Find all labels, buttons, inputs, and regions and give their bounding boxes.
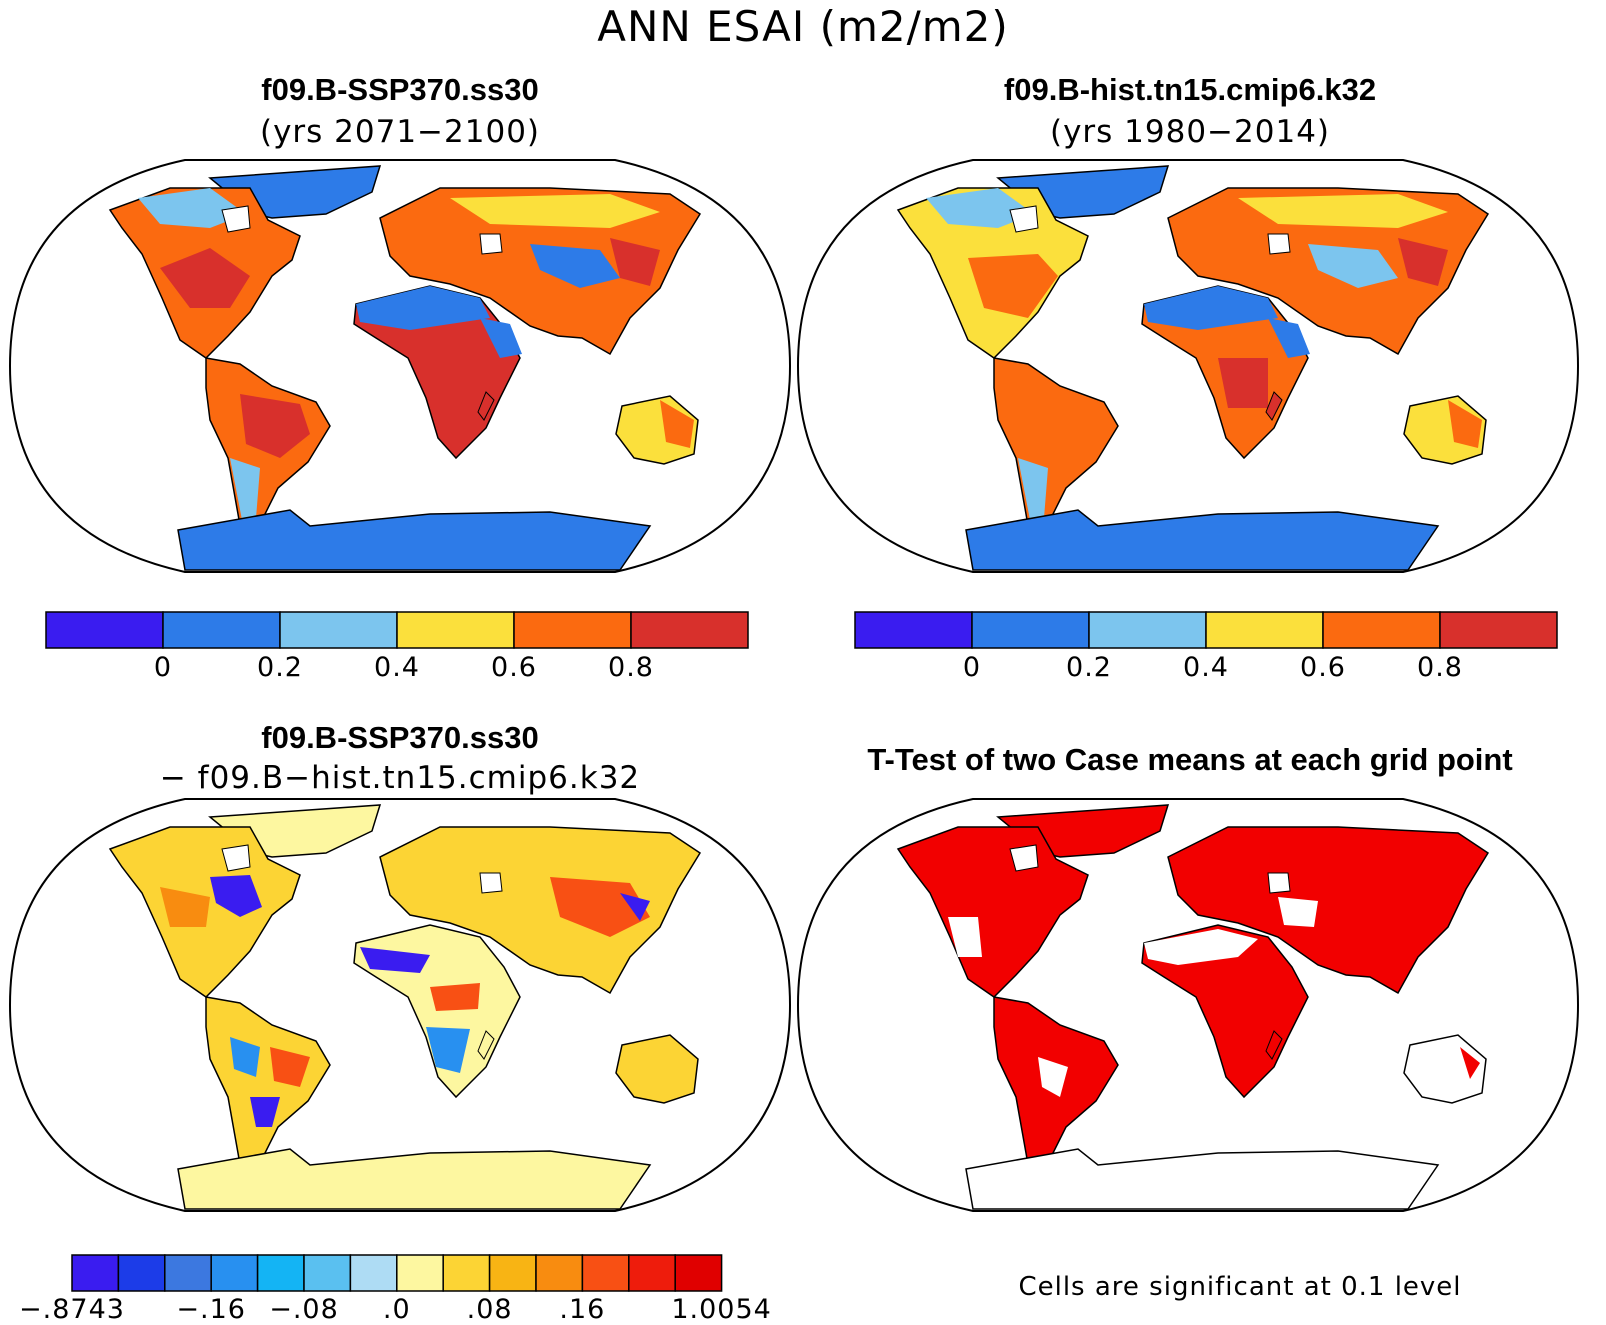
colorbar-swatch — [45, 611, 164, 649]
panel-title-top-left: f09.B-SSP370.ss30 — [261, 72, 539, 107]
colorbar-swatch — [396, 1254, 444, 1292]
colorbar-swatch — [488, 1254, 537, 1292]
colorbar-tick-label: .08 — [466, 1294, 513, 1325]
colorbar-swatch — [854, 611, 973, 649]
colorbar-tick-label: 0.8 — [608, 652, 654, 683]
colorbar-swatch — [117, 1254, 166, 1292]
eurasia — [379, 826, 702, 995]
colorbar-tick-label: 0.4 — [374, 652, 420, 683]
colorbar-tick-label: 0.8 — [1417, 652, 1463, 683]
colorbar-swatch — [1205, 611, 1324, 649]
colorbar-swatch — [581, 1254, 630, 1292]
colorbar-tick-label: 0.6 — [1300, 652, 1346, 683]
colorbar-swatch — [162, 611, 281, 649]
colorbar-tick-label: 0.2 — [1066, 652, 1112, 683]
colorbar-difference — [71, 1254, 723, 1292]
antarctica — [177, 509, 652, 571]
africa — [353, 285, 521, 460]
colorbar-swatch — [1439, 611, 1558, 649]
colorbar-swatch — [279, 611, 398, 649]
panel-title-bottom-right: T-Test of two Case means at each grid po… — [867, 742, 1513, 777]
panel-subtitle-bottom-left: − f09.B−hist.tn15.cmip6.k32 — [159, 760, 641, 796]
map-top-left — [8, 159, 792, 573]
colorbar-tick-label: 0.4 — [1183, 652, 1229, 683]
colorbar-swatch — [628, 1254, 676, 1292]
panel-title-bottom-left: f09.B-SSP370.ss30 — [261, 720, 539, 755]
figure-title: ANN ESAI (m2/m2) — [597, 2, 1009, 51]
colorbar-tick-label: 1.0054 — [671, 1294, 772, 1325]
colorbar-swatch — [210, 1254, 259, 1292]
colorbar-swatch — [349, 1254, 398, 1292]
colorbar-swatch — [303, 1254, 352, 1292]
antarctica — [965, 1148, 1440, 1210]
colorbar-tick-label: −.16 — [176, 1294, 246, 1325]
colorbar-swatch — [71, 1254, 120, 1292]
map-top-right — [796, 159, 1580, 573]
panel-subtitle-top-right: (yrs 1980−2014) — [1049, 114, 1331, 150]
africa — [1141, 924, 1309, 1099]
colorbar-tick-label: 0 — [962, 652, 982, 683]
colorbar-tick-label: .16 — [559, 1294, 606, 1325]
colorbar-top-left — [45, 611, 749, 649]
colorbar-tick-label: 0.2 — [257, 652, 303, 683]
eurasia — [379, 187, 702, 356]
colorbar-swatch — [971, 611, 1090, 649]
colorbar-swatch — [256, 1254, 305, 1292]
north-america — [896, 826, 1089, 998]
colorbar-swatch — [164, 1254, 212, 1292]
colorbar-tick-label: 0.6 — [491, 652, 537, 683]
australia — [615, 1034, 699, 1104]
significance-footnote: Cells are significant at 0.1 level — [1018, 1272, 1462, 1302]
colorbar-tick-label: −.08 — [269, 1294, 339, 1325]
panel-title-top-right: f09.B-hist.tn15.cmip6.k32 — [1003, 72, 1377, 107]
colorbar-top-right — [854, 611, 1558, 649]
map-bottom-left — [8, 798, 792, 1212]
colorbar-swatch — [674, 1254, 723, 1292]
colorbar-tick-label: 0 — [153, 652, 173, 683]
antarctica — [965, 509, 1440, 571]
eurasia — [1167, 826, 1490, 995]
colorbar-swatch — [513, 611, 632, 649]
map-bottom-right — [796, 798, 1580, 1212]
colorbar-swatch — [1088, 611, 1207, 649]
colorbar-swatch — [535, 1254, 584, 1292]
colorbar-swatch — [1322, 611, 1441, 649]
colorbar-swatch — [396, 611, 515, 649]
colorbar-swatch — [630, 611, 749, 649]
colorbar-tick-label: −.8743 — [19, 1294, 125, 1325]
panel-subtitle-top-left: (yrs 2071−2100) — [259, 114, 541, 150]
colorbar-tick-label: .0 — [382, 1294, 411, 1325]
colorbar-swatch — [442, 1254, 491, 1292]
antarctica — [177, 1148, 652, 1210]
